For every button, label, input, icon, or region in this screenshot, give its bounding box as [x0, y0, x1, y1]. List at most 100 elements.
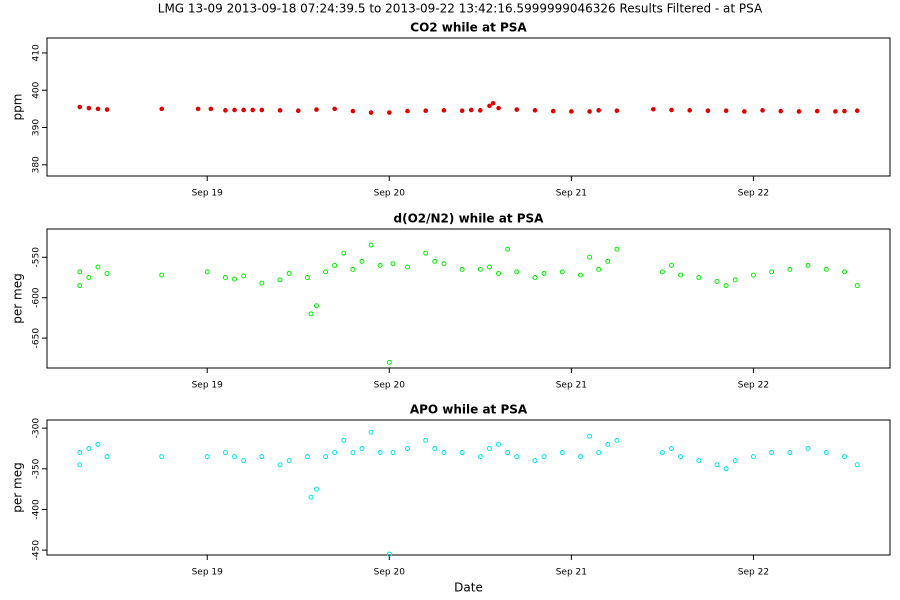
panel-title: d(O2/N2) while at PSA	[394, 212, 545, 226]
y-tick-label: -550	[32, 247, 42, 268]
point	[842, 108, 847, 114]
point	[241, 458, 247, 464]
y-tick-label: -450	[32, 540, 42, 561]
point	[487, 103, 492, 109]
panel-title: APO while at PSA	[410, 403, 528, 417]
point	[77, 283, 83, 289]
point	[587, 254, 593, 260]
point	[587, 109, 592, 114]
point	[678, 454, 684, 460]
x-tick-label: Sep 20	[374, 568, 406, 578]
point	[86, 445, 92, 451]
point	[441, 108, 447, 113]
point	[459, 450, 465, 456]
point	[350, 108, 356, 114]
x-tick-label: Sep 22	[738, 381, 769, 391]
x-tick-label: Sep 22	[738, 568, 769, 578]
point	[359, 258, 365, 264]
point	[86, 274, 92, 280]
point	[222, 274, 228, 280]
point	[496, 105, 501, 111]
point	[778, 108, 784, 114]
point	[308, 311, 314, 317]
point	[705, 108, 711, 114]
point	[514, 107, 520, 112]
x-tick-label: Sep 21	[556, 381, 587, 391]
point	[350, 266, 356, 272]
point	[277, 277, 283, 283]
point	[368, 242, 374, 248]
point	[760, 108, 765, 113]
point	[386, 359, 392, 365]
point	[441, 450, 447, 456]
x-axis-label: Date	[454, 581, 483, 595]
page-title: LMG 13-09 2013-09-18 07:24:39.5 to 2013-…	[158, 2, 763, 16]
point	[304, 274, 310, 280]
point	[750, 454, 756, 460]
point	[259, 107, 265, 113]
plot-frame	[46, 228, 891, 369]
point	[323, 454, 329, 460]
point	[750, 272, 756, 278]
point	[159, 272, 165, 278]
point	[308, 494, 314, 500]
point	[714, 279, 720, 285]
point	[332, 106, 337, 112]
y-tick-label: -300	[32, 418, 42, 439]
point	[423, 108, 429, 114]
point	[104, 270, 110, 276]
point	[486, 264, 492, 270]
point	[377, 262, 383, 268]
point	[405, 264, 411, 270]
point	[823, 266, 829, 272]
point	[569, 109, 574, 114]
point	[104, 454, 110, 460]
point	[559, 450, 565, 456]
point	[432, 258, 438, 264]
point	[854, 283, 860, 289]
point	[232, 276, 238, 282]
point	[651, 106, 656, 112]
point	[423, 250, 429, 256]
point	[386, 110, 392, 115]
point	[687, 108, 693, 113]
point	[854, 462, 860, 468]
point	[77, 462, 83, 468]
point	[596, 450, 602, 456]
point	[614, 437, 620, 443]
point	[377, 450, 383, 456]
point	[532, 274, 538, 280]
point	[313, 303, 319, 309]
point	[477, 454, 483, 460]
panel-title: CO2 while at PSA	[410, 21, 527, 35]
point	[86, 105, 92, 111]
point	[95, 106, 101, 112]
point	[659, 450, 665, 456]
plot-frame	[46, 419, 891, 556]
x-tick-label: Sep 22	[738, 189, 769, 199]
point	[614, 246, 620, 252]
point	[195, 106, 201, 112]
point	[222, 450, 228, 456]
point	[514, 454, 520, 460]
y-tick-label: -600	[32, 287, 42, 308]
point	[390, 450, 396, 456]
y-tick-label: 410	[32, 44, 42, 61]
point	[823, 450, 829, 456]
x-tick-label: Sep 19	[192, 189, 224, 199]
point	[787, 450, 793, 456]
point	[596, 108, 601, 113]
point	[550, 108, 556, 114]
point	[314, 107, 319, 112]
point	[432, 445, 438, 451]
point	[559, 269, 565, 275]
point	[259, 454, 265, 460]
y-tick-label: 380	[32, 156, 42, 173]
point	[95, 441, 101, 447]
point	[386, 551, 392, 557]
point	[332, 450, 338, 456]
point	[423, 437, 429, 443]
point	[605, 441, 611, 447]
point	[159, 106, 165, 112]
point	[441, 261, 447, 267]
